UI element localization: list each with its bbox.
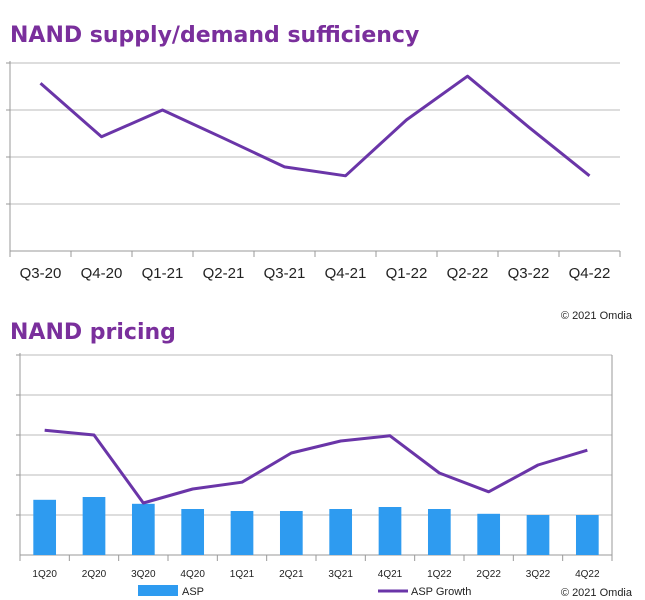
chart-title-bottom: NAND pricing xyxy=(10,320,176,345)
x-tick-label: Q2-21 xyxy=(203,265,245,282)
bar-2Q21 xyxy=(279,511,303,555)
bar-1Q20 xyxy=(33,499,57,555)
bar-1Q22 xyxy=(427,509,451,555)
legend-label-asp: ASP xyxy=(182,586,204,598)
series-line xyxy=(39,74,591,178)
x-tick-label: Q4-22 xyxy=(569,265,611,282)
x-tick-label: Q3-22 xyxy=(508,265,550,282)
x-tick-label: 1Q21 xyxy=(230,569,255,580)
x-tick-label: Q3-21 xyxy=(264,265,306,282)
bar-3Q20 xyxy=(131,503,155,555)
bar-4Q20 xyxy=(181,509,205,555)
credit-top: © 2021 Omdia xyxy=(561,310,633,322)
x-tick-label: 3Q20 xyxy=(131,569,156,580)
x-tick-label: Q1-22 xyxy=(386,265,428,282)
x-tick-label: 3Q21 xyxy=(328,569,353,580)
x-tick-label: 4Q22 xyxy=(575,569,600,580)
x-tick-label: 1Q20 xyxy=(32,569,57,580)
bar-3Q21 xyxy=(329,509,353,555)
x-tick-label: 2Q21 xyxy=(279,569,304,580)
credit-bottom: © 2021 Omdia xyxy=(561,587,633,599)
x-tick-label: Q3-20 xyxy=(20,265,62,282)
bar-2Q20 xyxy=(82,497,106,555)
bar-4Q22 xyxy=(575,515,599,555)
series-line xyxy=(44,428,588,505)
x-tick-label: 4Q21 xyxy=(378,569,403,580)
x-tick-label: 1Q22 xyxy=(427,569,452,580)
pricing-chart: 1Q20 2Q20 3Q20 4Q20 1Q21 2Q21 3Q21 4Q21 1Q22 2Q22… xyxy=(16,353,613,580)
x-tick-label: Q2-22 xyxy=(447,265,489,282)
bar-3Q22 xyxy=(526,515,550,555)
x-tick-label: Q4-21 xyxy=(325,265,367,282)
bar-4Q21 xyxy=(378,507,402,555)
legend-swatch-asp xyxy=(138,585,178,596)
x-tick-label: Q1-21 xyxy=(142,265,184,282)
bar-1Q21 xyxy=(230,511,254,555)
legend: ASP ASP Growth © 2021 Omdia xyxy=(138,585,633,599)
x-tick-label: 2Q20 xyxy=(82,569,107,580)
chart-title-top: NAND supply/demand sufficiency xyxy=(10,23,419,48)
x-tick-label: 4Q20 xyxy=(180,569,205,580)
supply-demand-chart: Q3-20 Q4-20 Q1-21 Q2-21 Q3-21 Q4-21 Q1-22 Q2-22… xyxy=(6,61,621,282)
x-tick-label: 3Q22 xyxy=(526,569,551,580)
x-tick-label: Q4-20 xyxy=(81,265,123,282)
x-tick-label: 2Q22 xyxy=(476,569,501,580)
bar-2Q22 xyxy=(477,513,501,555)
legend-label-asp-growth: ASP Growth xyxy=(411,586,471,598)
